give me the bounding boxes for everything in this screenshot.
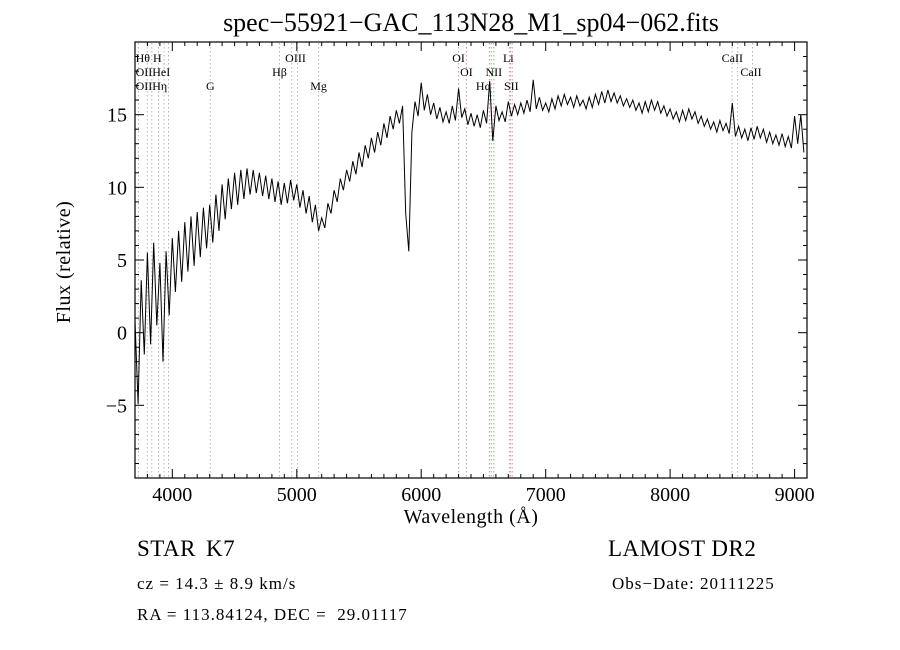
spectral-line-label: OIII <box>285 51 306 65</box>
y-tick-label: 0 <box>117 323 127 345</box>
spectral-line-label: Mg <box>310 79 327 93</box>
y-tick-label: −5 <box>106 395 127 417</box>
y-tick-label: 15 <box>107 105 127 127</box>
x-tick-label: 7000 <box>526 484 566 506</box>
spectral-line-label: OIIHeI <box>136 65 171 79</box>
spectral-line-label: OIIHη <box>136 79 168 93</box>
spectral-line-label: OI <box>452 51 465 65</box>
plot-frame <box>134 41 808 479</box>
spectral-line-label: SII <box>504 79 519 93</box>
spectral-line-label: CaII <box>722 51 743 65</box>
spectrum-trace <box>134 79 805 404</box>
x-tick-label: 5000 <box>277 484 317 506</box>
spectral-line-label: Hθ H <box>136 51 162 65</box>
x-tick-label: 4000 <box>152 484 192 506</box>
spectral-line-label: Hβ <box>272 65 287 79</box>
x-tick-label: 8000 <box>650 484 690 506</box>
spectral-line-label: OI <box>460 65 473 79</box>
spectral-line-label: NII <box>485 65 502 79</box>
x-axis-label: Wavelength (Å) <box>404 506 539 528</box>
spectral-line-label: Hα <box>476 79 492 93</box>
object-subclass: K7 <box>206 536 235 561</box>
spectral-line-label: Li <box>503 51 514 65</box>
y-tick-label: 5 <box>117 250 127 272</box>
x-tick-label: 9000 <box>775 484 815 506</box>
spectral-line-label: G <box>206 79 215 93</box>
spectral-line-label: CaII <box>740 65 761 79</box>
survey-name: LAMOST DR2 <box>608 536 756 561</box>
x-tick-label: 6000 <box>401 484 441 506</box>
plot-title: spec−55921−GAC_113N28_M1_sp04−062.fits <box>223 8 719 37</box>
ra-dec: RA = 113.84124, DEC = 29.01117 <box>137 605 408 624</box>
cz-value: cz = 14.3 ± 8.9 km/s <box>137 574 296 593</box>
object-class: STAR <box>137 536 196 561</box>
y-tick-label: 10 <box>107 177 127 199</box>
obs-date: Obs−Date: 20111225 <box>612 574 775 593</box>
y-axis-label: Flux (relative) <box>53 201 75 323</box>
